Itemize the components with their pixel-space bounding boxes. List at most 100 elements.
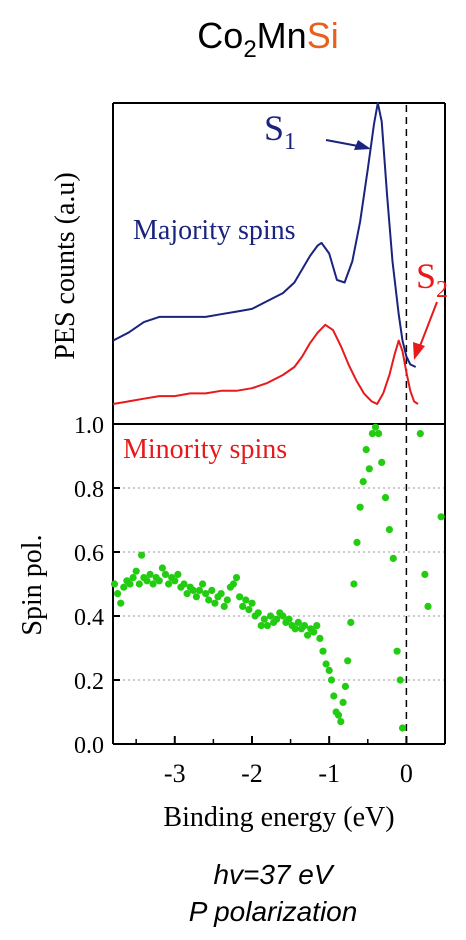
spin-point: [330, 692, 338, 700]
y-tick-label: 0.0: [74, 733, 104, 759]
minority-spins-label: Minority spins: [123, 434, 287, 465]
spin-point: [245, 606, 253, 614]
spin-point: [146, 570, 154, 579]
spin-point: [362, 446, 370, 454]
spin-point: [229, 580, 237, 588]
spin-point: [248, 599, 256, 607]
spin-point: [337, 718, 345, 726]
spin-point: [334, 711, 343, 719]
spin-point: [263, 622, 271, 630]
spin-point: [138, 551, 146, 559]
spin-point: [310, 628, 318, 636]
spin-point: [239, 602, 247, 611]
y-tick-label: 0.2: [74, 669, 104, 695]
polarization-label: P polarization: [189, 896, 358, 927]
spin-point: [273, 615, 281, 623]
spin-point: [165, 580, 173, 588]
chart-title: Co2MnSi: [197, 15, 338, 63]
spin-point: [365, 465, 373, 473]
spin-point: [195, 586, 204, 595]
spin-point: [110, 580, 119, 588]
spin-point: [220, 602, 228, 611]
spin-yticks: 0.0 0.2 0.4 0.6 0.8 1.0: [74, 413, 120, 759]
spin-point: [327, 676, 336, 684]
spin-point: [421, 570, 429, 579]
spin-point: [424, 602, 432, 611]
spin-points: [110, 423, 445, 732]
x-tick-label: -1: [318, 759, 340, 788]
spin-point: [294, 618, 302, 627]
spin-point: [396, 676, 404, 684]
y-tick-label: 0.8: [74, 477, 104, 503]
spin-point: [437, 513, 445, 521]
spin-point: [192, 593, 200, 601]
spin-ylabel: Spin pol.: [17, 534, 48, 635]
spin-point: [260, 615, 268, 623]
majority-spins-label: Majority spins: [133, 215, 296, 246]
spin-point: [242, 596, 250, 604]
spin-point: [279, 612, 287, 620]
spin-point: [117, 599, 125, 607]
spin-point: [344, 657, 352, 665]
spin-point: [199, 580, 207, 588]
spin-point: [232, 574, 241, 582]
spin-point: [126, 580, 134, 588]
y-tick-label: 0.6: [74, 541, 104, 567]
spin-point: [158, 564, 166, 572]
spin-point: [291, 625, 299, 633]
spin-point: [385, 526, 393, 534]
spin-point: [180, 580, 188, 588]
spin-point: [161, 570, 170, 579]
spin-point: [155, 577, 163, 585]
spin-point: [183, 590, 191, 598]
spin-point: [171, 577, 179, 585]
spin-point: [341, 682, 349, 691]
spin-point: [285, 615, 293, 623]
x-tick-label: -2: [241, 759, 263, 788]
pes-ylabel: PES counts (a.u): [50, 172, 81, 359]
s1-label: S1: [264, 108, 296, 155]
spin-point: [211, 599, 219, 607]
y-tick-label: 0.4: [74, 605, 104, 631]
spin-point: [313, 622, 321, 630]
spin-point: [353, 538, 361, 547]
spin-point: [202, 590, 210, 598]
spin-point: [217, 590, 225, 598]
spin-point: [347, 618, 355, 627]
spin-point: [350, 580, 358, 588]
spin-point: [325, 666, 333, 675]
s2-arrow-shaft: [419, 301, 438, 347]
spin-point: [322, 660, 330, 668]
spin-point: [174, 570, 182, 579]
spin-point: [143, 577, 151, 585]
spin-point: [416, 430, 424, 438]
spin-panel: 0.0 0.2 0.4 0.6 0.8 1.0 -3 -2 -1 0 Minority spin…: [17, 413, 446, 833]
spin-point: [114, 590, 122, 598]
x-tick-label: -3: [164, 759, 186, 788]
spin-point: [205, 596, 213, 604]
s2-arrow-head: [413, 342, 425, 360]
spin-point: [132, 567, 140, 575]
spin-point: [120, 583, 128, 591]
spin-point: [236, 593, 244, 601]
photon-energy-label: hv=37 eV: [213, 859, 334, 890]
spin-point: [375, 430, 383, 438]
spin-point: [135, 580, 143, 588]
spin-point: [378, 458, 386, 466]
spin-point: [208, 586, 216, 595]
spin-point: [319, 647, 327, 655]
spin-point: [381, 494, 390, 502]
majority-spins-line: [112, 102, 417, 368]
spin-point: [189, 586, 197, 595]
spin-point: [129, 574, 137, 582]
s1-arrow-shaft: [325, 139, 359, 147]
spin-point: [359, 478, 367, 486]
y-tick-label: 1.0: [74, 413, 104, 439]
x-axis-label: Binding energy (eV): [163, 802, 394, 833]
s2-label: S2: [416, 256, 448, 303]
spin-point: [393, 647, 401, 655]
spin-point: [368, 430, 376, 438]
spin-point: [254, 609, 262, 617]
spin-point: [266, 612, 275, 620]
